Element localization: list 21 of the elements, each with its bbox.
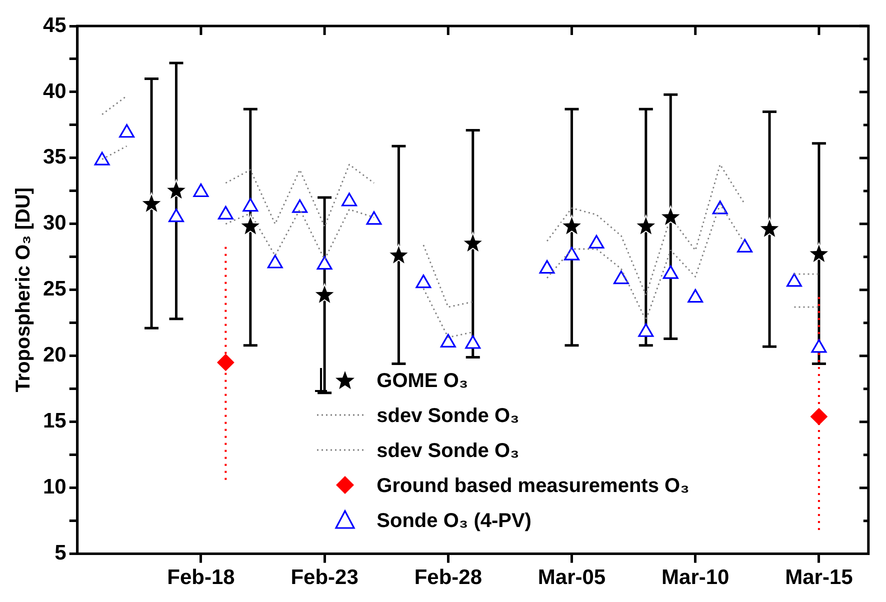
x-tick-label: Feb-23: [290, 566, 358, 590]
x-tick-label: Mar-05: [538, 566, 606, 590]
legend-label: sdev Sonde O₃: [376, 404, 520, 429]
legend-label: GOME O₃: [376, 368, 468, 394]
x-tick-label: Feb-18: [167, 566, 236, 590]
y-tick-label: 5: [54, 542, 67, 565]
legend-label: Sonde O₃ (4-PV): [376, 508, 532, 534]
y-tick-label: 30: [43, 212, 66, 235]
y-tick-label: 20: [43, 344, 66, 367]
x-tick-label: Mar-15: [785, 566, 854, 590]
y-tick-label: 25: [43, 278, 67, 301]
legend-label: sdev Sonde O₃: [376, 438, 520, 464]
y-axis-title: Tropospheric O₃ [DU]: [12, 187, 35, 392]
y-tick-label: 45: [43, 14, 67, 37]
y-tick-label: 10: [43, 476, 66, 499]
x-tick-label: Mar-10: [662, 566, 730, 590]
legend-label: Ground based measurements O₃: [376, 474, 690, 499]
x-tick-label: Feb-28: [414, 566, 482, 590]
y-tick-label: 40: [43, 80, 66, 103]
y-tick-label: 15: [43, 410, 67, 433]
y-tick-label: 35: [43, 146, 67, 169]
